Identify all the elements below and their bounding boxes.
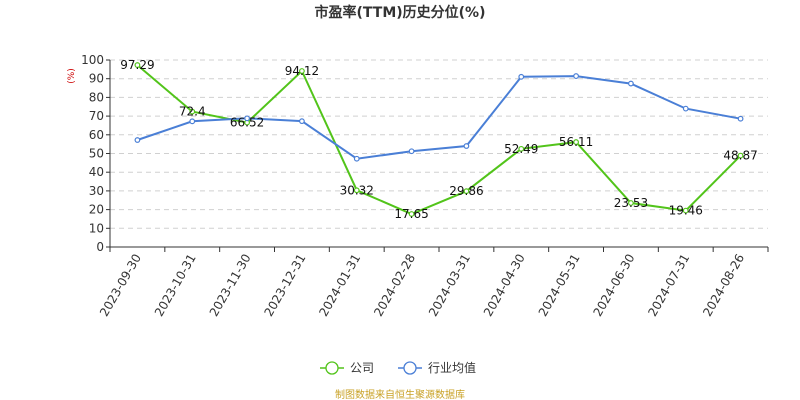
data-point bbox=[299, 68, 305, 74]
data-point bbox=[682, 207, 689, 214]
data-point bbox=[134, 62, 141, 68]
x-tick-label: 2024-04-30 bbox=[481, 252, 528, 319]
data-label: 17.65 bbox=[394, 207, 428, 221]
x-tick-label: 2024-03-31 bbox=[426, 251, 473, 318]
data-point bbox=[518, 73, 525, 80]
legend-marker bbox=[325, 361, 339, 375]
data-point bbox=[737, 152, 744, 159]
data-point bbox=[353, 155, 360, 162]
y-tick-label: 0 bbox=[96, 240, 104, 254]
data-label: 72.4 bbox=[179, 105, 206, 119]
data-point bbox=[573, 73, 579, 79]
legend-marker bbox=[403, 361, 417, 375]
data-label-layer: 97.29 72.4 66.52 94.12 30.32 17.65 29.86 52.49 5… bbox=[120, 58, 758, 221]
data-label: 66.52 bbox=[230, 116, 264, 130]
y-tick-label: 40 bbox=[89, 165, 104, 179]
data-point bbox=[408, 211, 415, 217]
data-label: 56.11 bbox=[559, 135, 593, 149]
data-point bbox=[353, 187, 360, 194]
source-note: 制图数据来自恒生聚源数据库 bbox=[335, 388, 465, 400]
series-line-1 bbox=[137, 75, 741, 160]
legend-label: 行业均值 bbox=[428, 360, 476, 375]
series-layer bbox=[134, 62, 744, 217]
x-tick-label: 2024-02-28 bbox=[371, 252, 418, 319]
data-label: 23.53 bbox=[614, 196, 648, 210]
data-point bbox=[408, 148, 415, 155]
legend-label: 公司 bbox=[350, 361, 374, 375]
y-tick-label: 10 bbox=[89, 221, 104, 235]
y-tick-label: 20 bbox=[89, 203, 104, 217]
y-tick-label: 100 bbox=[81, 53, 104, 67]
y-tick-label: 80 bbox=[89, 90, 104, 104]
data-point bbox=[463, 188, 470, 195]
x-tick-label: 2024-06-30 bbox=[591, 252, 638, 319]
x-tick-label: 2023-09-30 bbox=[97, 252, 144, 319]
data-label: 48.87 bbox=[723, 149, 757, 163]
y-tick-label: 70 bbox=[89, 109, 104, 123]
data-point bbox=[134, 137, 141, 143]
data-point bbox=[628, 200, 634, 206]
y-tick-label: 30 bbox=[89, 184, 104, 198]
data-point bbox=[628, 80, 634, 87]
x-tick-label: 2024-01-31 bbox=[316, 252, 363, 319]
data-point bbox=[682, 105, 689, 112]
data-label: 29.86 bbox=[449, 184, 483, 198]
legend: 公司 行业均值 bbox=[320, 360, 476, 375]
series-line-0 bbox=[136, 64, 742, 216]
data-point bbox=[463, 143, 470, 149]
x-tick-label: 2023-11-30 bbox=[207, 251, 254, 318]
data-point bbox=[737, 115, 744, 122]
chart-title: 市盈率(TTM)历史分位(%) bbox=[315, 4, 486, 21]
data-point bbox=[244, 115, 250, 122]
data-label: 52.49 bbox=[504, 142, 538, 156]
y-tick-label: 90 bbox=[89, 72, 104, 86]
data-point bbox=[189, 118, 196, 125]
axis-layer: 0 10 20 30 40 50 60 70 80 90 100 2023-09-30 2023-10-… bbox=[81, 53, 769, 319]
data-point bbox=[518, 145, 525, 152]
data-point bbox=[189, 108, 196, 115]
data-label: 97.29 bbox=[120, 58, 154, 72]
x-tick-label: 2023-12-31 bbox=[262, 252, 309, 319]
x-tick-label: 2024-07-31 bbox=[645, 252, 692, 319]
data-point bbox=[573, 139, 579, 145]
data-point bbox=[299, 118, 305, 125]
data-label: 19.46 bbox=[669, 204, 703, 218]
data-label: 30.32 bbox=[340, 183, 374, 197]
data-label: 94.12 bbox=[285, 64, 319, 78]
y-tick-label: 50 bbox=[89, 147, 104, 161]
x-tick-label: 2024-08-26 bbox=[700, 252, 747, 319]
x-tick-label: 2024-05-31 bbox=[536, 252, 583, 319]
y-axis-label: (%) bbox=[67, 68, 77, 84]
y-tick-label: 60 bbox=[89, 128, 104, 142]
x-tick-label: 2023-10-31 bbox=[152, 252, 199, 319]
